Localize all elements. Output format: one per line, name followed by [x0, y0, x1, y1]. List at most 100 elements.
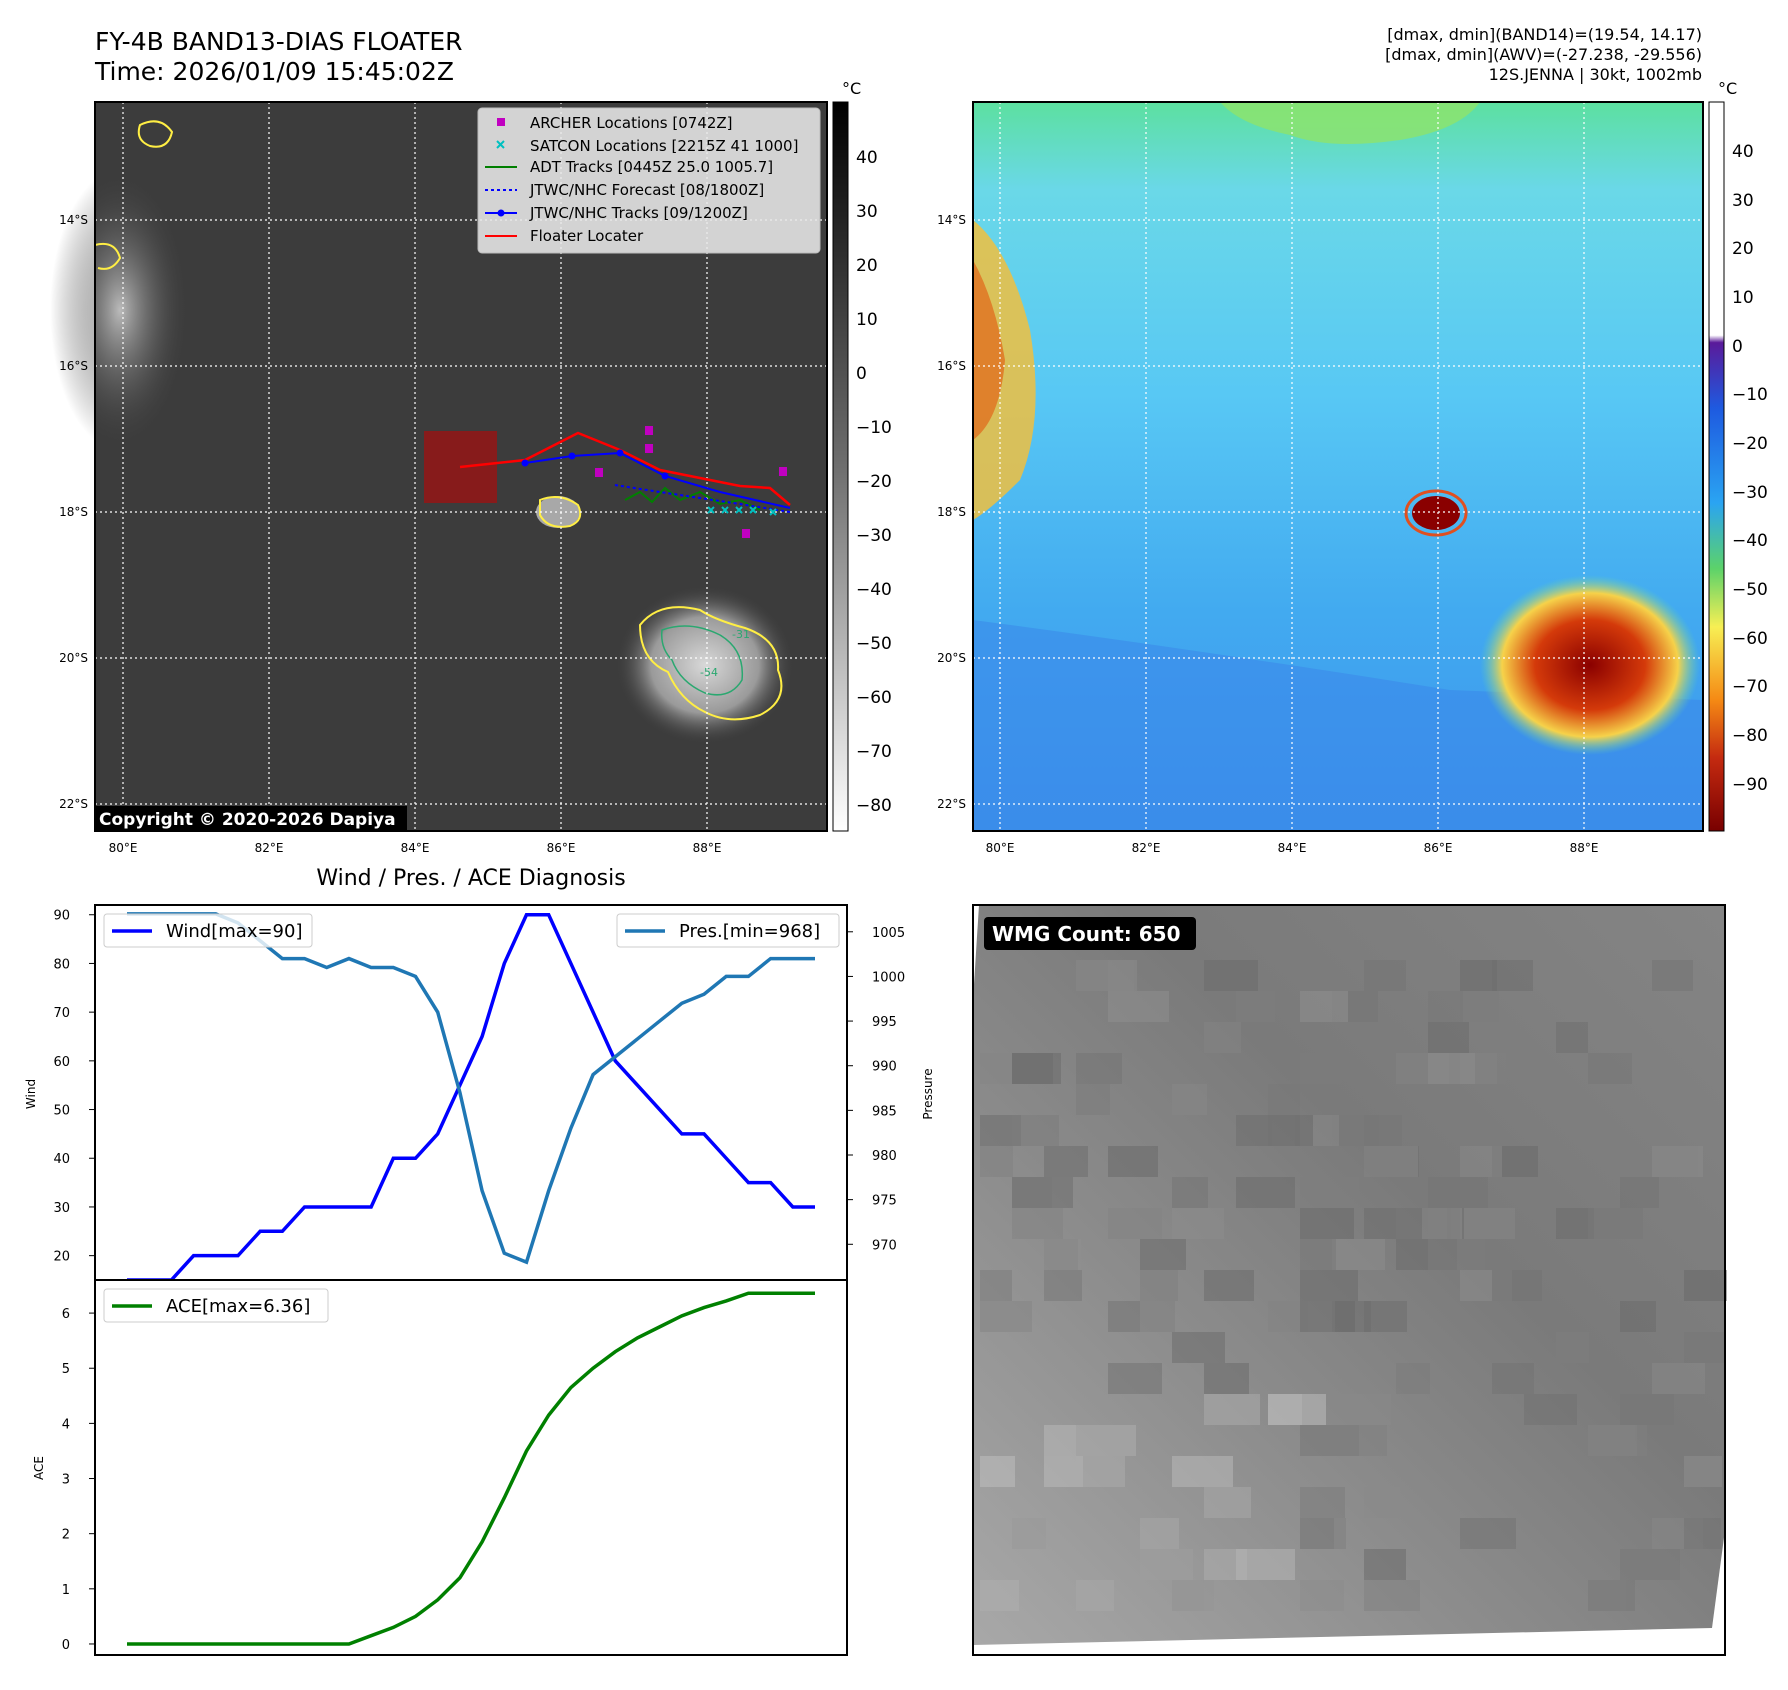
ir-contour-west — [94, 242, 122, 270]
wmg-tile — [1364, 1549, 1406, 1580]
legend-box — [477, 107, 821, 254]
diagnosis-title: Wind / Pres. / ACE Diagnosis — [316, 866, 625, 891]
jtwc-forecast-track — [614, 484, 791, 513]
adt-track — [624, 486, 761, 511]
ir-cbar-m60: −60 — [856, 688, 892, 708]
wmg-tile — [1044, 1146, 1088, 1177]
wmg-tile — [1620, 1394, 1674, 1425]
wind-ylabel: Wind — [24, 1079, 38, 1109]
pressure-legend-box — [616, 913, 840, 948]
wmg-tile — [1012, 1053, 1061, 1084]
wmg-tile — [1620, 1177, 1659, 1208]
awv-dry-south — [973, 620, 1703, 831]
wmg-tiles — [980, 960, 1727, 1611]
wmg-tile — [1044, 1270, 1082, 1301]
wmg-tile — [1396, 1363, 1430, 1394]
wmg-tile — [1556, 1332, 1589, 1363]
ir-lon-84: 84°E — [401, 841, 430, 855]
wind-tick-label: 80 — [53, 957, 70, 972]
wmg-tile — [1684, 1332, 1726, 1363]
wmg-tile — [1684, 1518, 1721, 1549]
wmg-tile — [1684, 1270, 1727, 1301]
pressure-tick-label: 1000 — [872, 970, 905, 985]
legend-jtwc-dot — [497, 209, 505, 217]
ir-cbar-m50: −50 — [856, 634, 892, 654]
ir-cbar-20: 20 — [856, 256, 878, 276]
wmg-tile — [1012, 1177, 1073, 1208]
wind-y-ticks: 20 30 40 50 60 70 80 90 — [53, 909, 95, 1265]
awv-lon-82: 82°E — [1132, 841, 1161, 855]
ir-cloud-west — [50, 170, 190, 450]
ace-tick-label: 2 — [62, 1528, 70, 1543]
wmg-tile — [1620, 1301, 1656, 1332]
wind-tick-label: 50 — [53, 1104, 70, 1119]
ace-chart-frame — [94, 1279, 848, 1656]
copyright-text: Copyright © 2020-2026 Dapiya — [99, 810, 396, 830]
ir-panel: -31 -54 — [50, 79, 892, 855]
awv-colorbar — [1708, 101, 1725, 832]
ir-cbar-m70: −70 — [856, 742, 892, 762]
wmg-tile — [1204, 1363, 1249, 1394]
wmg-tile — [1364, 1115, 1402, 1146]
ir-contour-center — [539, 495, 582, 528]
awv-lat-18: 18°S — [937, 505, 966, 519]
ir-colorbar — [832, 101, 849, 832]
wmg-tile — [1460, 1208, 1515, 1239]
ir-contour-yellow — [638, 606, 783, 721]
wmg-tile — [1428, 1177, 1488, 1208]
awv-storm-se — [1480, 575, 1700, 755]
ir-cbar-m40: −40 — [856, 580, 892, 600]
wmg-tile — [1236, 1549, 1295, 1580]
wmg-tile — [1108, 991, 1169, 1022]
wmg-tile — [1204, 1022, 1241, 1053]
ir-lon-82: 82°E — [255, 841, 284, 855]
wmg-tile — [1108, 1208, 1162, 1239]
ir-lat-labels: 14°S 16°S 18°S 20°S 22°S — [59, 213, 88, 811]
wmg-tile — [1492, 1363, 1534, 1394]
wmg-tile — [1236, 991, 1275, 1022]
wind-tick-label: 40 — [53, 1152, 70, 1167]
ir-lon-80: 80°E — [109, 841, 138, 855]
legend-floater-label: Floater Locater — [530, 227, 644, 245]
floater-locater-track — [459, 431, 791, 506]
wmg-tile — [1108, 1363, 1162, 1394]
jtwc-track — [524, 451, 791, 509]
wind-chart-frame — [94, 904, 848, 1281]
wind-legend: Wind[max=90] — [103, 913, 313, 948]
awv-moist-west — [973, 220, 1036, 520]
ace-legend-box — [103, 1288, 329, 1323]
awv-cbar-30: 30 — [1732, 191, 1754, 211]
wmg-tile — [1684, 1456, 1722, 1487]
wmg-tile — [1492, 960, 1533, 991]
wmg-tile — [980, 1301, 1032, 1332]
awv-lat-labels: 14°S 16°S 18°S 20°S 22°S — [937, 213, 966, 811]
legend-archer-marker — [497, 118, 505, 126]
legend-satcon-label: SATCON Locations [2215Z 41 1000] — [530, 137, 798, 155]
ir-colorbar-ticks: 40 30 20 10 0 −10 −20 −30 −40 −50 −60 −7… — [856, 148, 892, 816]
awv-panel: 14°S 16°S 18°S 20°S 22°S 80°E 82°E 84°E … — [937, 79, 1768, 855]
figure-time: Time: 2026/01/09 15:45:02Z — [94, 57, 454, 86]
wmg-tile — [1300, 991, 1348, 1022]
wmg-tile — [1460, 1518, 1516, 1549]
ir-cloud-center — [536, 496, 580, 528]
ir-lon-88: 88°E — [693, 841, 722, 855]
wmg-tile — [1076, 1580, 1114, 1611]
legend-satcon-marker — [496, 140, 505, 149]
ace-series-line — [127, 1291, 815, 1646]
wmg-badge-box — [984, 917, 1196, 950]
ace-legend: ACE[max=6.36] — [103, 1288, 329, 1323]
ace-chart: 0 1 2 3 4 5 6 ACE ACE[max=6.36] — [32, 1279, 848, 1656]
wmg-tile — [1140, 1301, 1175, 1332]
wind-tick-label: 60 — [53, 1055, 70, 1070]
wmg-tile — [1300, 1239, 1336, 1270]
wmg-frame — [972, 904, 1726, 1656]
wmg-tile — [1364, 1580, 1420, 1611]
wmg-tile — [1428, 1022, 1469, 1053]
wind-legend-label: Wind[max=90] — [166, 921, 303, 942]
ir-contour-nw — [137, 120, 174, 148]
awv-cbar-0: 0 — [1732, 337, 1743, 357]
ir-cbar-m10: −10 — [856, 418, 892, 438]
ir-lon-labels: 80°E 82°E 84°E 86°E 88°E — [109, 841, 722, 855]
wmg-tile — [1268, 1394, 1302, 1425]
awv-moist-west-core — [973, 260, 1005, 440]
